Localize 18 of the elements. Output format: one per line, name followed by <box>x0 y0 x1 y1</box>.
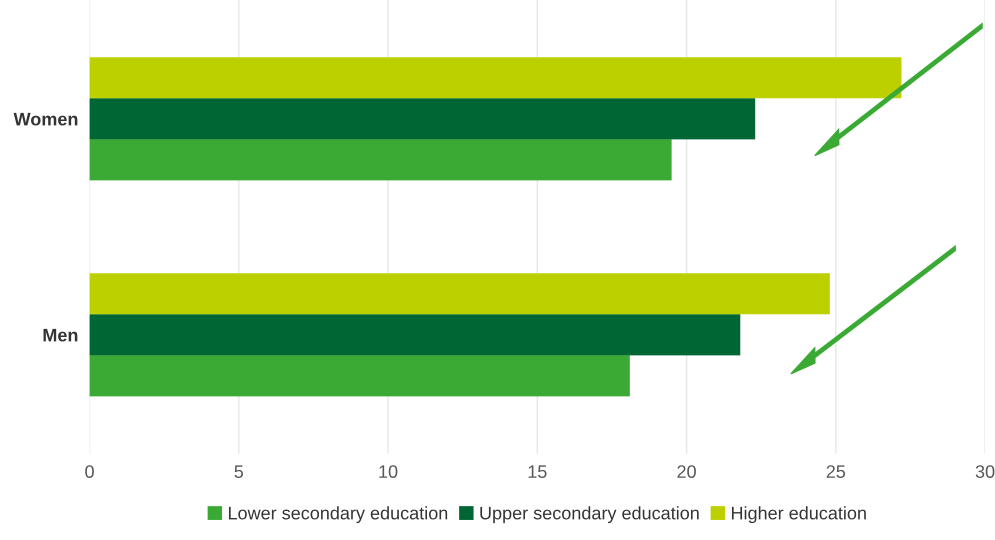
bar <box>90 273 830 314</box>
y-tick-label: Women <box>14 112 78 126</box>
x-tick-label: 10 <box>379 465 398 478</box>
x-tick-label: 20 <box>677 465 696 478</box>
x-tick-label: 25 <box>826 465 846 478</box>
bar <box>90 139 672 180</box>
legend-label: Higher education <box>732 506 866 524</box>
x-tick-label: 0 <box>85 465 94 478</box>
bar <box>90 355 630 396</box>
bar <box>90 57 902 98</box>
legend-label: Upper secondary education <box>480 506 699 524</box>
legend-label: Lower secondary education <box>228 506 448 524</box>
bar <box>90 98 756 140</box>
x-tick-label: 5 <box>234 465 244 478</box>
x-tick-label: 30 <box>976 465 994 478</box>
y-tick-label: Men <box>44 328 78 342</box>
bar <box>90 314 740 356</box>
x-tick-label: 15 <box>528 465 547 478</box>
